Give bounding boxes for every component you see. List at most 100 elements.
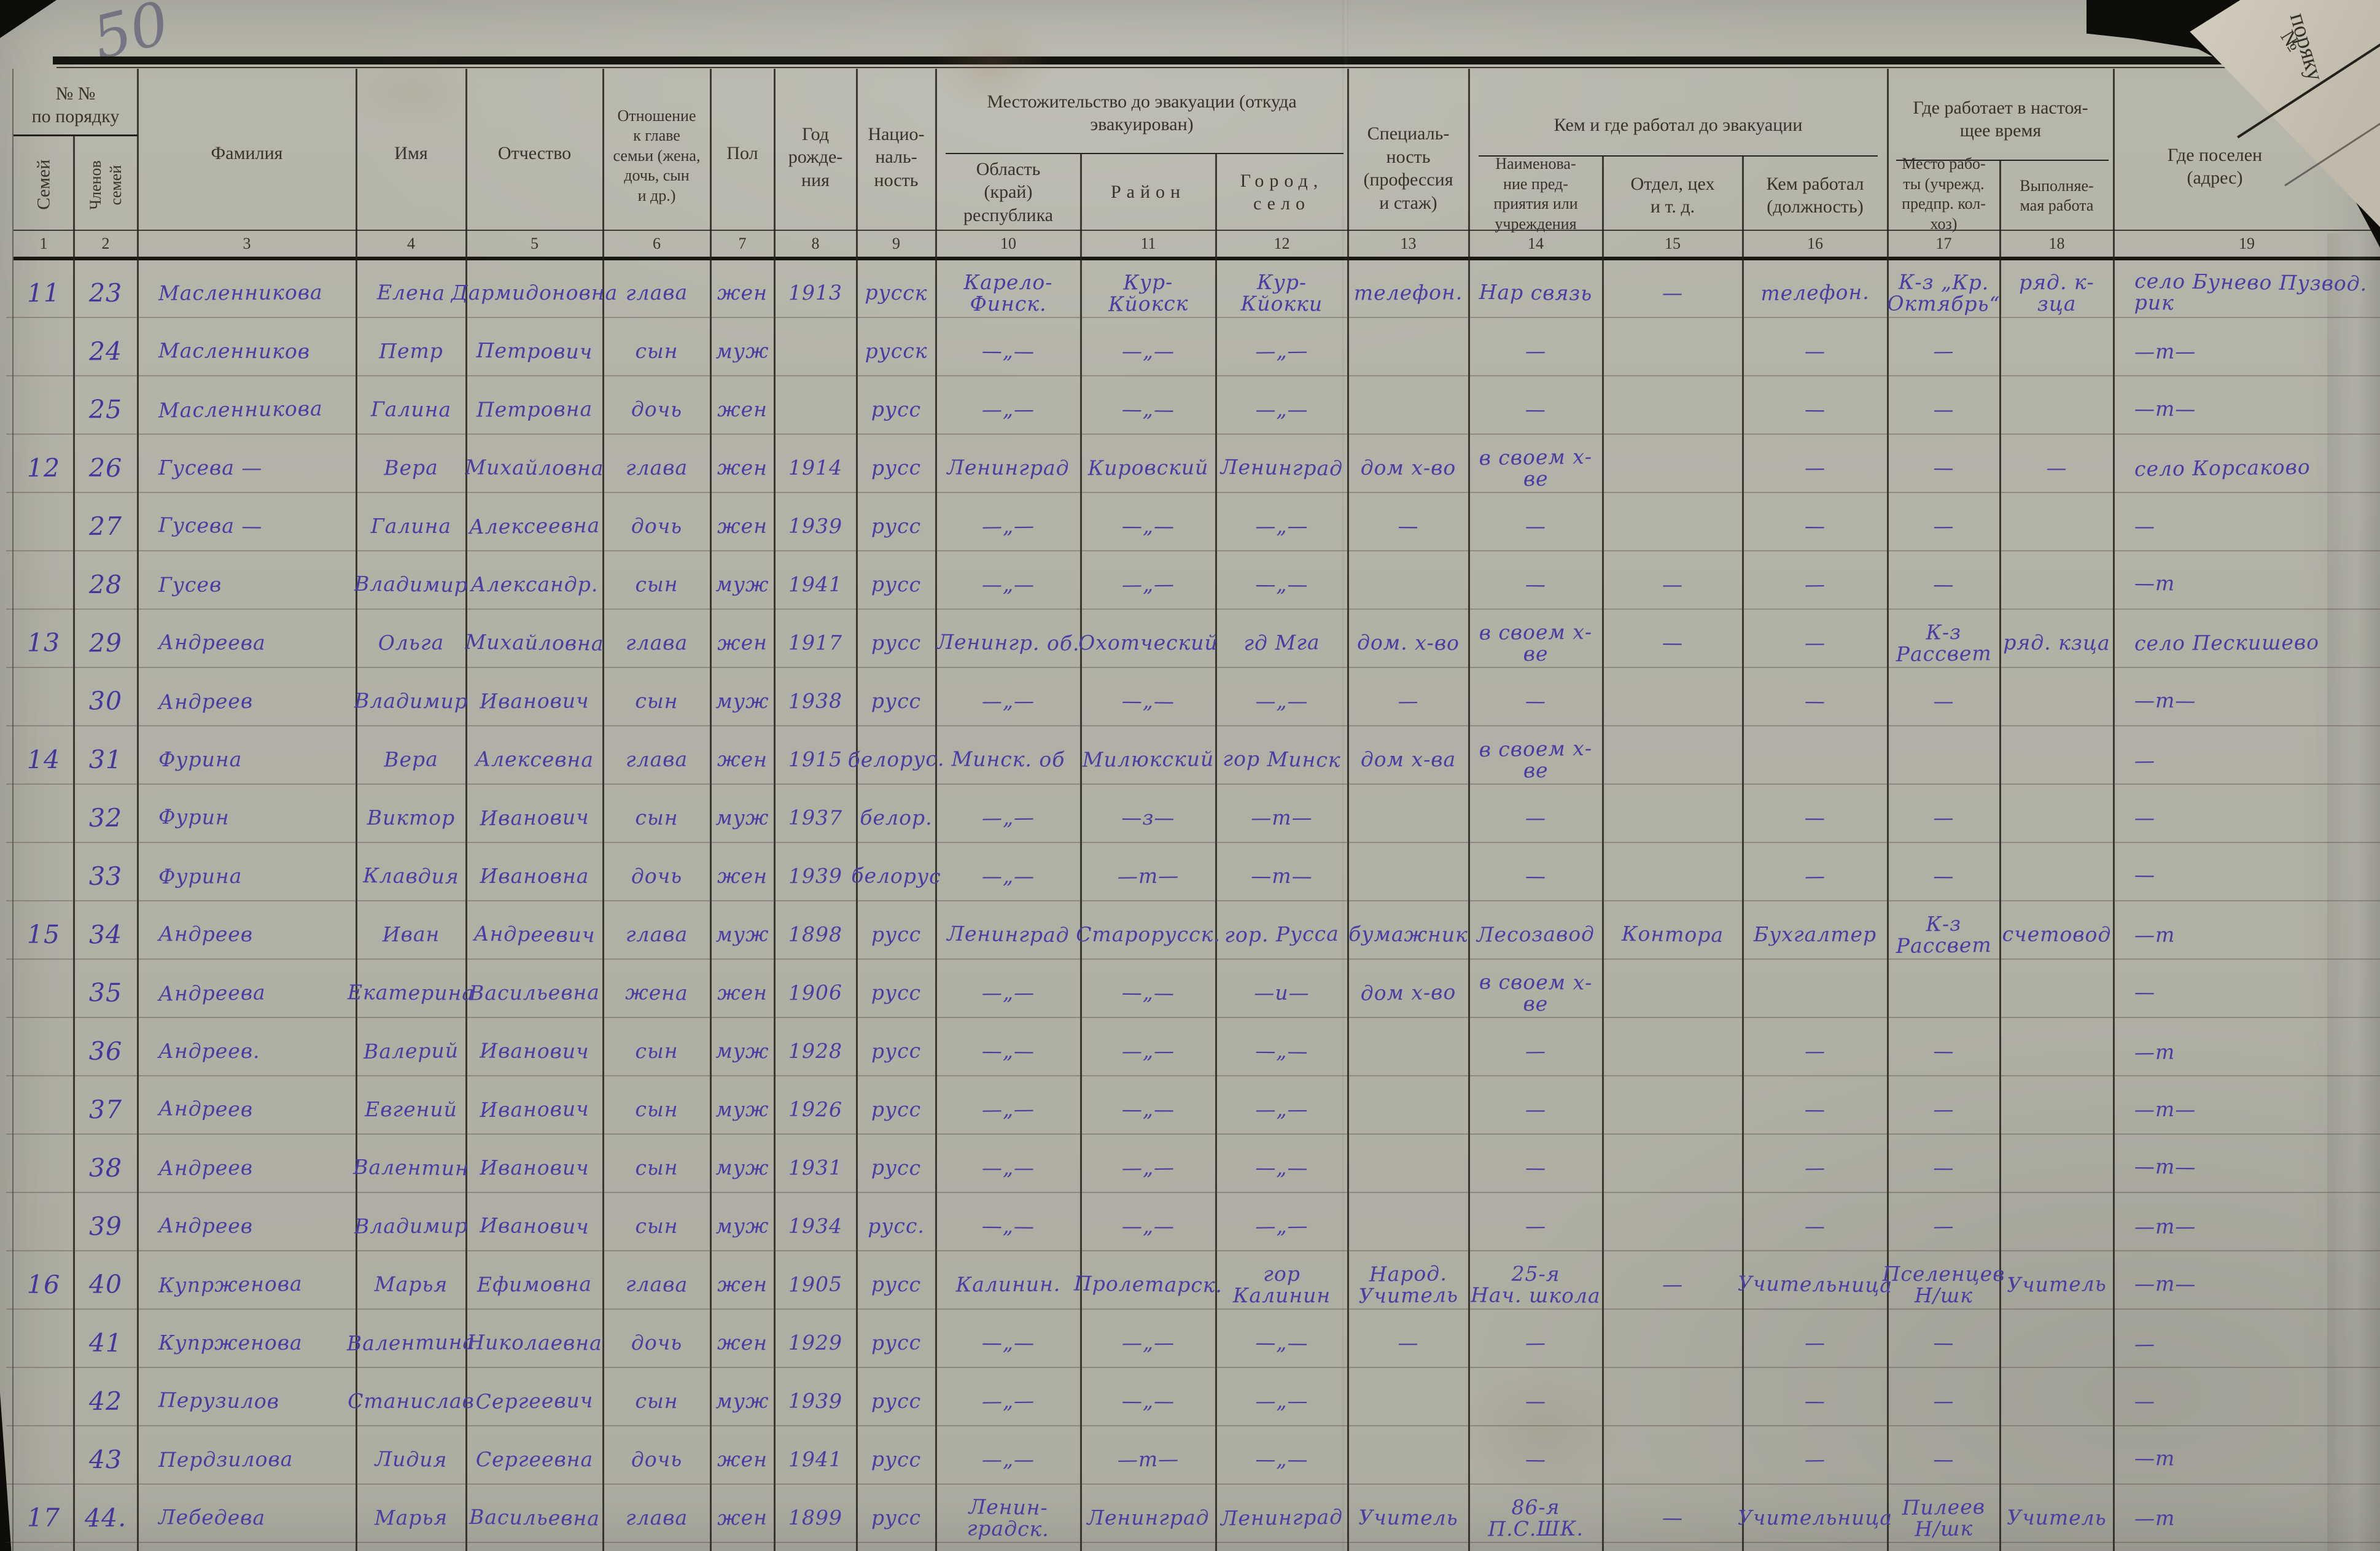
cell-relation: дочь — [631, 1447, 683, 1472]
cell-fam — [14, 1314, 74, 1373]
header-birth-year: Год рожде- ния — [788, 123, 843, 190]
cell-enterprise: — — [1525, 1330, 1547, 1355]
cell-patronymic: Николаевна — [467, 1330, 602, 1355]
cell-settled: — — [2134, 1331, 2156, 1356]
column-number: 8 — [811, 234, 820, 252]
cell-enterprise: — — [1525, 689, 1547, 713]
cell-surname: Купрженова — [158, 1331, 303, 1355]
top-rule-thick — [53, 56, 2278, 64]
cell-patronymic: Иванович — [480, 1156, 589, 1180]
cell-settled: —т— — [2134, 688, 2196, 713]
cell-fam — [13, 963, 74, 1022]
cell-birth: 1914 — [788, 456, 842, 480]
cell-work_done — [2000, 322, 2114, 381]
cell-oblast: —„— — [981, 1038, 1035, 1063]
cell-fam — [14, 789, 74, 848]
cell-patronymic: Иванович — [480, 688, 589, 713]
cell-specialty — [1347, 1080, 1469, 1140]
row-rule-line — [6, 1425, 2380, 1426]
cell-num: 41 — [88, 1327, 123, 1358]
column-number: 18 — [2048, 234, 2065, 252]
cell-sex: муж — [715, 922, 769, 947]
cell-oblast: —„— — [981, 688, 1035, 713]
cell-relation: сын — [635, 688, 679, 713]
cell-enterprise: Нар связь — [1479, 280, 1593, 306]
cell-enterprise: — — [1525, 863, 1547, 888]
cell-work_done — [2000, 1314, 2114, 1372]
cell-surname: Масленников — [158, 338, 311, 363]
cell-dept — [1602, 497, 1743, 557]
cell-name: Валерий — [363, 1038, 459, 1064]
cell-dept — [1603, 1431, 1743, 1489]
cell-birth: 1905 — [788, 1272, 843, 1297]
cell-raion: —„— — [1121, 572, 1175, 597]
cell-settled: —т— — [2134, 1097, 2196, 1122]
cell-specialty: телефон. — [1353, 280, 1463, 305]
cell-relation: сын — [635, 1038, 679, 1063]
cell-oblast: Калинин. — [955, 1272, 1061, 1297]
cell-dept — [1603, 1313, 1743, 1372]
cell-num: 27 — [88, 511, 123, 542]
cell-patronymic: Алексеевна — [469, 513, 601, 539]
header-settled: Где поселен (адрес) — [2167, 144, 2263, 189]
cell-dept: Контора — [1621, 922, 1724, 947]
cell-dept — [1603, 380, 1743, 439]
column-number: 19 — [2239, 234, 2255, 252]
cell-num: 32 — [88, 803, 123, 833]
cell-raion: Кур- Кйокск — [1108, 270, 1189, 316]
cell-relation: дочь — [631, 513, 683, 538]
cell-surname: Андреев — [158, 1096, 254, 1122]
cell-birth: 1931 — [788, 1155, 843, 1180]
header-position: Кем работал (должность) — [1766, 173, 1864, 217]
cell-birth — [774, 380, 857, 440]
row-rule-line — [6, 433, 2380, 435]
cell-relation: сын — [635, 1214, 679, 1238]
cell-patronymic: Александр. — [470, 572, 599, 597]
row-rule-line — [6, 667, 2380, 668]
cell-settled: —т — [2134, 1040, 2176, 1065]
column-number: 3 — [243, 234, 251, 252]
cell-specialty — [1348, 1138, 1469, 1197]
cell-position: — — [1805, 339, 1826, 363]
cell-num: 43 — [88, 1444, 123, 1475]
cell-oblast: —„— — [981, 1388, 1035, 1413]
cell-work_done — [1999, 672, 2114, 731]
cell-position: Учительница — [1737, 1271, 1893, 1297]
cell-dept: — — [1662, 281, 1683, 305]
row-rule-line — [6, 1483, 2380, 1485]
cell-name: Виктор — [367, 806, 456, 830]
cell-birth: 1899 — [788, 1505, 843, 1530]
paper-stain — [933, 18, 1050, 111]
cell-oblast: Карело-Финск. — [963, 270, 1053, 316]
cell-raion: —„— — [1121, 339, 1175, 363]
cell-dept: — — [1662, 1505, 1684, 1530]
cell-city: —„— — [1255, 1388, 1309, 1413]
cell-position: — — [1804, 572, 1826, 597]
cell-work_done — [1999, 788, 2114, 848]
cell-birth: 1906 — [788, 980, 843, 1005]
cell-work_done: ряд. к-зца — [2018, 270, 2094, 316]
cell-relation: сын — [635, 805, 679, 830]
cell-enterprise: — — [1525, 572, 1547, 597]
cell-num: 31 — [88, 744, 123, 775]
cell-specialty: дом х-ва — [1360, 747, 1456, 772]
cell-oblast: —„— — [981, 572, 1035, 597]
cell-specialty — [1347, 380, 1469, 440]
cell-raion: —„— — [1121, 1388, 1175, 1413]
cell-birth: 1917 — [788, 630, 843, 655]
cell-city: —„— — [1255, 1155, 1309, 1180]
cell-dept — [1603, 672, 1743, 731]
cell-nationality: русс — [871, 397, 922, 422]
order-divider — [14, 134, 138, 136]
cell-birth: 1937 — [788, 805, 843, 830]
column-number: 10 — [1000, 234, 1016, 252]
cell-raion: —„— — [1121, 1330, 1175, 1355]
cell-city: Ленинград — [1220, 1504, 1344, 1531]
cell-position — [1743, 730, 1888, 789]
cell-fam: 15 — [26, 919, 61, 949]
cell-num: 35 — [88, 978, 123, 1008]
cell-nationality: русск — [865, 280, 928, 305]
cell-nationality: русс — [871, 1272, 922, 1297]
column-divider — [1347, 69, 1349, 1551]
cell-work_place: — — [1933, 397, 1954, 422]
